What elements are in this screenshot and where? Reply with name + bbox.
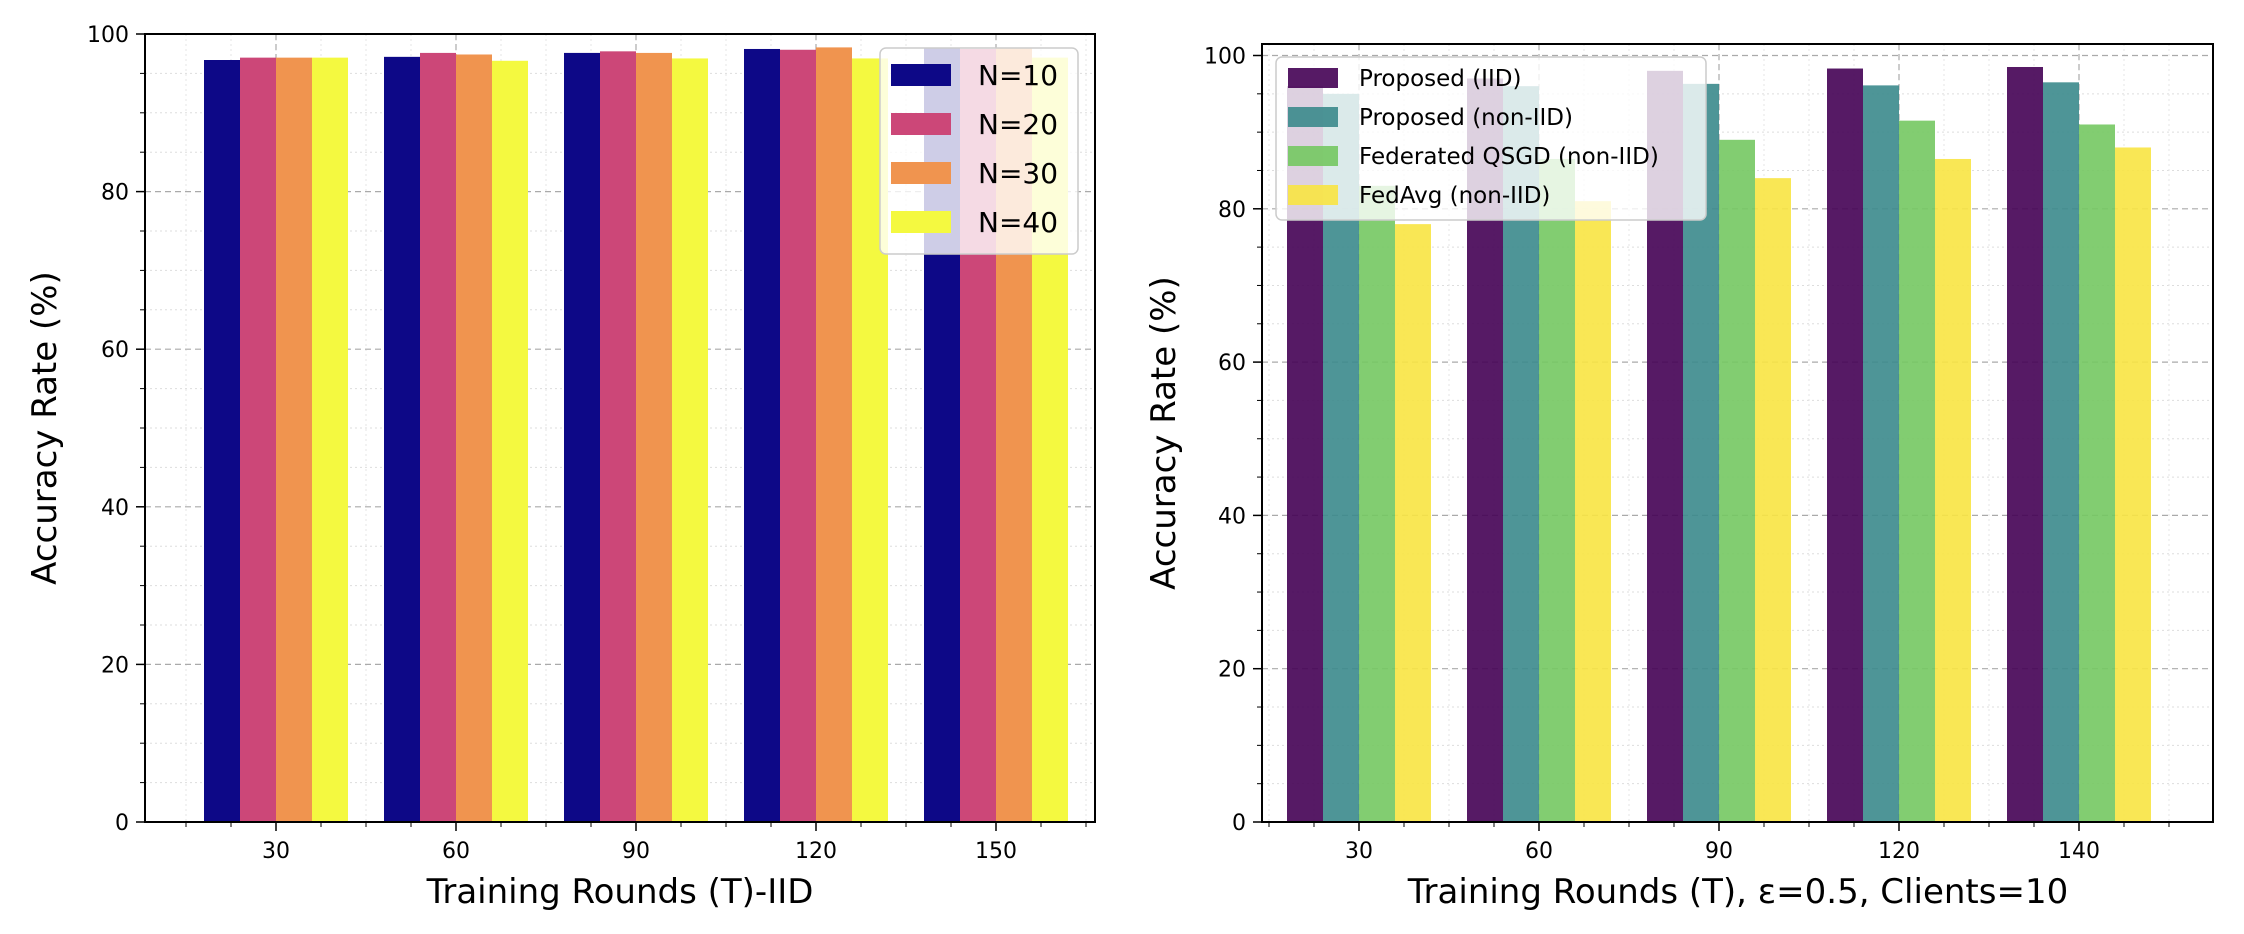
left-legend: N=10 N=20 N=30 N=40 [879, 47, 1079, 255]
right-y-tick-label: 80 [1218, 198, 1246, 223]
right-ticks: 0 20 40 60 80 100 30 60 90 120 140 [1204, 44, 2170, 864]
left-bar [456, 54, 492, 823]
right-legend-swatch-qsgd [1288, 146, 1338, 166]
right-bar [2007, 66, 2043, 823]
right-legend-swatch-proposed-noniid [1288, 107, 1338, 127]
left-y-axis-label: Accuracy Rate (%) [25, 271, 65, 585]
left-y-tick-label: 100 [87, 23, 129, 48]
left-bar [600, 51, 636, 822]
left-legend-label-n10: N=10 [978, 59, 1058, 92]
left-x-tick-label: 60 [442, 839, 470, 864]
left-bar [636, 52, 672, 823]
right-legend-swatch-fedavg [1288, 185, 1338, 205]
right-x-axis-label: Training Rounds (T), ε=0.5, Clients=10 [1407, 872, 2068, 912]
left-legend-label-n20: N=20 [978, 108, 1058, 141]
left-chart: 0 20 40 60 80 100 30 60 90 120 150 Training Rounds… [25, 23, 1096, 912]
right-bar [1863, 85, 1899, 823]
right-legend-label-qsgd: Federated QSGD (non-IID) [1359, 144, 1659, 170]
left-bar [780, 49, 816, 822]
right-bar [1539, 158, 1575, 823]
left-ticks: 0 20 40 60 80 100 30 60 90 120 150 [87, 23, 1087, 864]
right-bar [2043, 82, 2079, 822]
right-y-tick-label: 0 [1232, 811, 1246, 836]
left-bar [492, 60, 528, 823]
right-bar [1899, 120, 1935, 822]
right-legend-swatch-proposed-iid [1288, 68, 1338, 88]
right-legend-label-fedavg: FedAvg (non-IID) [1359, 183, 1550, 209]
left-bar [744, 48, 780, 823]
left-x-tick-label: 150 [975, 839, 1017, 864]
right-y-tick-label: 100 [1204, 44, 1246, 69]
left-x-axis-label: Training Rounds (T)-IID [426, 872, 814, 912]
left-x-tick-label: 120 [795, 839, 837, 864]
left-x-tick-label: 30 [262, 839, 290, 864]
left-legend-swatch-n20 [891, 113, 951, 135]
left-y-tick-label: 80 [101, 181, 129, 206]
left-bar [420, 52, 456, 823]
left-legend-swatch-n10 [891, 64, 951, 86]
right-bar [2079, 124, 2115, 822]
left-bar [312, 57, 348, 822]
right-x-tick-label: 120 [1878, 839, 1920, 864]
right-legend-label-proposed-iid: Proposed (IID) [1359, 66, 1521, 92]
right-chart: 0 20 40 60 80 100 30 60 90 120 140 Training Rounds… [1144, 43, 2214, 912]
right-bar [1935, 158, 1971, 823]
left-bar [384, 56, 420, 823]
left-legend-box [879, 47, 1079, 255]
right-y-tick-label: 40 [1218, 504, 1246, 529]
left-legend-swatch-n30 [891, 162, 951, 184]
right-x-tick-label: 140 [2058, 839, 2100, 864]
right-bars [1287, 66, 2151, 823]
right-bar [1575, 201, 1611, 823]
right-legend-label-proposed-noniid: Proposed (non-IID) [1359, 105, 1573, 131]
left-bar [672, 58, 708, 823]
left-bar [276, 57, 312, 822]
right-bar [2115, 147, 2151, 822]
right-legend-box [1275, 56, 1707, 221]
left-x-tick-label: 90 [622, 839, 650, 864]
left-bar [564, 52, 600, 823]
right-legend: Proposed (IID) Proposed (non-IID) Federa… [1275, 56, 1707, 221]
left-y-tick-label: 40 [101, 496, 129, 521]
left-bar [204, 60, 240, 822]
right-bar [1359, 185, 1395, 822]
left-bar [240, 57, 276, 822]
left-legend-swatch-n40 [891, 211, 951, 233]
right-bar [1719, 139, 1755, 822]
right-x-tick-label: 30 [1345, 839, 1373, 864]
right-bar [1827, 68, 1863, 822]
right-x-tick-label: 90 [1705, 839, 1733, 864]
right-y-tick-label: 20 [1218, 658, 1246, 683]
right-x-tick-label: 60 [1525, 839, 1553, 864]
right-bar [1395, 224, 1431, 823]
left-legend-label-n40: N=40 [978, 206, 1058, 239]
left-y-tick-label: 20 [101, 653, 129, 678]
left-bar [816, 47, 852, 823]
right-bar [1755, 178, 1791, 822]
left-y-tick-label: 60 [101, 338, 129, 363]
right-y-axis-label: Accuracy Rate (%) [1144, 276, 1184, 590]
right-y-tick-label: 60 [1218, 351, 1246, 376]
left-y-tick-label: 0 [115, 811, 129, 836]
right-plot-frame [1261, 43, 2214, 823]
left-legend-label-n30: N=30 [978, 157, 1058, 190]
left-bars [204, 47, 1068, 823]
